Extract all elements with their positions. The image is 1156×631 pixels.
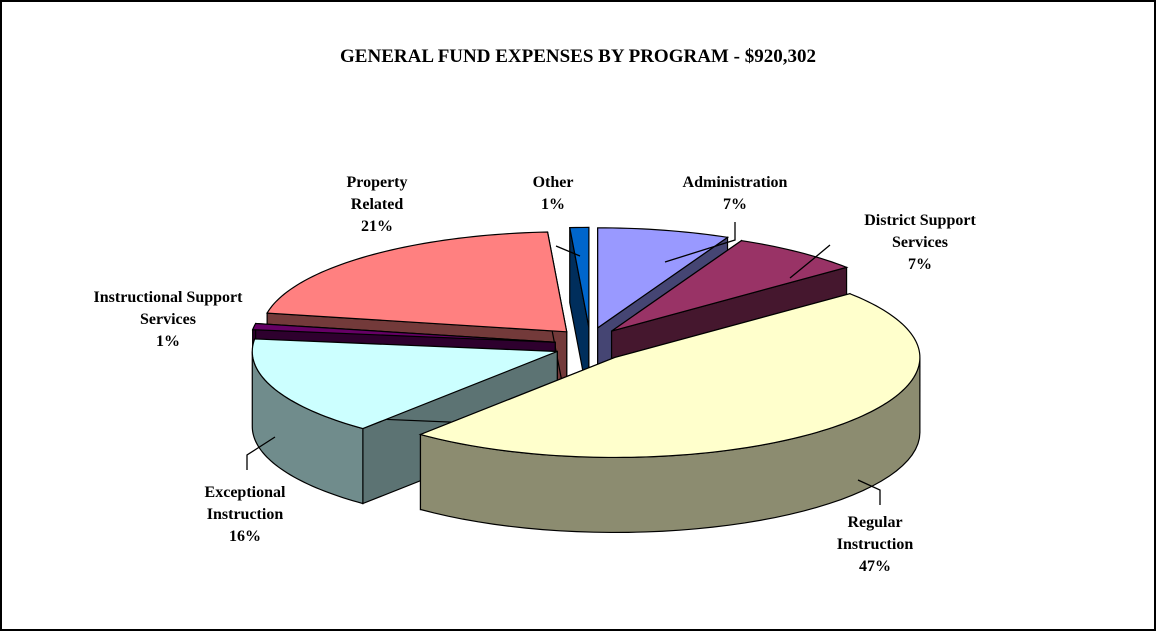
value-label: 16% — [229, 528, 261, 545]
leader-line — [246, 436, 276, 470]
chart-title: GENERAL FUND EXPENSES BY PROGRAM - $920,… — [340, 46, 816, 67]
slice-top — [251, 322, 556, 343]
pie — [251, 226, 921, 534]
data-label: Exceptional Instruction 16% — [185, 482, 305, 548]
value-label: 21% — [361, 218, 393, 235]
slice-top — [611, 239, 849, 332]
slice-top — [418, 293, 921, 459]
slice-top — [569, 226, 590, 328]
category-label: Administration — [682, 174, 788, 191]
leader-line — [789, 244, 831, 279]
slice — [418, 292, 921, 534]
leader-line — [857, 479, 881, 505]
slice-top — [251, 338, 558, 430]
category-label: Exceptional Instruction — [204, 484, 286, 523]
value-label: 47% — [859, 558, 891, 575]
category-label: Instructional Support Services — [93, 289, 243, 328]
slice — [251, 338, 558, 505]
data-label: Property Related 21% — [327, 172, 427, 238]
category-label: Property Related — [346, 174, 408, 213]
value-label: 1% — [156, 333, 180, 350]
leader-lines — [246, 222, 881, 505]
slice-top — [266, 231, 568, 333]
data-label: District Support Services 7% — [840, 210, 1000, 276]
value-label: 1% — [541, 196, 565, 213]
leader-line — [555, 245, 581, 257]
category-label: District Support Services — [864, 212, 976, 251]
value-label: 7% — [908, 256, 932, 273]
category-label: Regular Instruction — [836, 514, 914, 553]
data-label: Administration 7% — [655, 172, 815, 216]
value-label: 7% — [723, 196, 747, 213]
category-label: Other — [532, 174, 574, 191]
data-label: Other 1% — [513, 172, 593, 216]
leader-line — [664, 222, 736, 263]
data-label: Instructional Support Services 1% — [88, 287, 248, 353]
data-label: Regular Instruction 47% — [820, 512, 930, 578]
